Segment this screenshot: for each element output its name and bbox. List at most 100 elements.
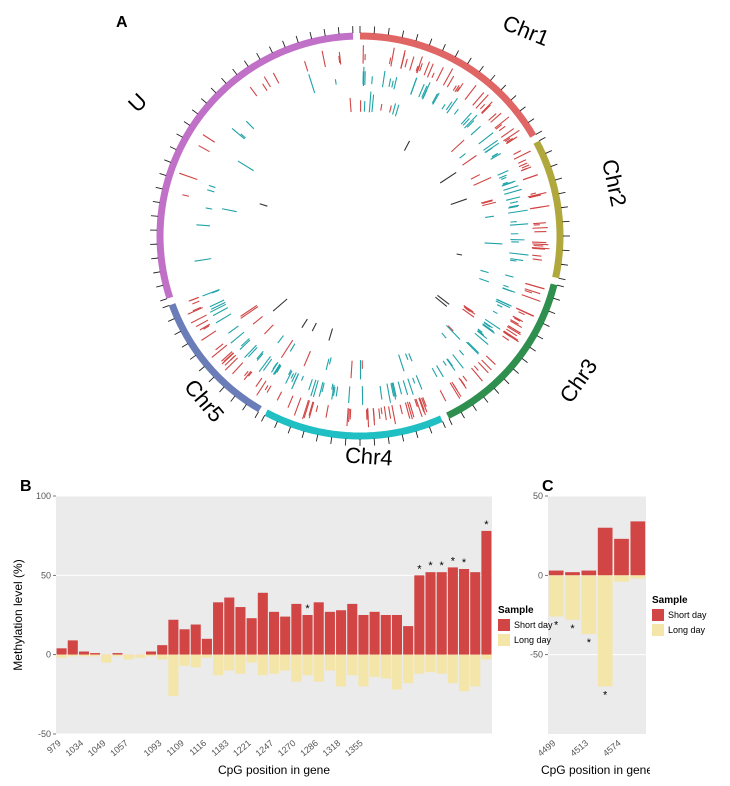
ideogram-tick — [545, 151, 551, 154]
ytick-label: 0 — [46, 650, 51, 660]
track-tick — [510, 202, 518, 204]
track-tick — [495, 117, 509, 128]
ideogram-tick — [501, 85, 506, 90]
bar-short-day — [213, 602, 223, 654]
track-tick — [394, 77, 397, 89]
ideogram-tick — [490, 75, 494, 80]
ideogram-tick — [449, 418, 452, 424]
ideogram-tick — [559, 192, 566, 193]
track-tick — [473, 92, 484, 105]
ideogram-tick — [551, 164, 558, 166]
track-tick — [462, 156, 476, 166]
track-tick — [351, 361, 352, 379]
bar-long-day — [101, 655, 111, 663]
ideogram-tick — [530, 347, 536, 351]
xtick-label: 1355 — [343, 738, 365, 759]
chromosome-label: Chr4 — [344, 442, 393, 471]
track-tick — [202, 289, 219, 296]
ideogram-tick — [310, 32, 312, 39]
ideogram-tick — [522, 358, 528, 362]
legend-swatch — [498, 634, 510, 646]
legend-item: Short day — [498, 619, 568, 631]
track-tick — [382, 71, 384, 87]
y-axis-label: Methylation level (%) — [11, 559, 25, 670]
bar-long-day — [470, 655, 480, 687]
track-tick — [384, 406, 386, 420]
bar-short-day — [57, 648, 67, 654]
track-tick — [482, 360, 492, 370]
track-tick — [503, 186, 518, 191]
track-tick — [389, 406, 391, 418]
bar-short-day — [403, 626, 413, 655]
track-tick — [501, 177, 506, 179]
bar-short-day — [549, 571, 564, 576]
track-tick — [463, 376, 467, 381]
track-tick — [432, 73, 434, 78]
track-tick — [329, 329, 333, 341]
ideogram-tick — [316, 435, 317, 442]
track-tick — [514, 151, 521, 155]
track-tick — [451, 199, 467, 205]
ideogram-tick — [331, 437, 332, 444]
track-tick — [479, 133, 493, 144]
ideogram-tick — [296, 36, 298, 43]
ideogram-tick — [222, 78, 227, 83]
ideogram-tick — [324, 29, 325, 36]
ytick-label: 0 — [538, 570, 543, 580]
track-tick — [530, 206, 550, 209]
track-tick — [471, 368, 482, 381]
significance-star: * — [570, 623, 575, 635]
bar-long-day — [303, 655, 313, 676]
track-tick — [309, 402, 314, 418]
ideogram-tick — [184, 122, 190, 126]
track-tick — [502, 288, 512, 291]
ideogram-tick — [275, 421, 278, 427]
track-tick — [264, 325, 273, 334]
bar-long-day — [325, 655, 335, 671]
track-tick — [329, 357, 331, 364]
track-tick — [447, 359, 452, 366]
track-tick — [332, 384, 333, 390]
track-tick — [442, 104, 445, 109]
bar-long-day — [180, 655, 190, 666]
track-tick — [533, 259, 542, 260]
track-tick — [523, 175, 538, 180]
track-tick — [480, 104, 485, 109]
track-tick — [273, 299, 287, 311]
bar-short-day — [314, 602, 324, 654]
track-tick — [326, 405, 328, 417]
ideogram-tick — [555, 178, 562, 180]
ytick-label: 50 — [41, 570, 51, 580]
xtick-label: 1183 — [209, 738, 230, 758]
ideogram-tick — [269, 47, 272, 53]
track-tick — [433, 93, 439, 105]
track-tick — [398, 382, 401, 395]
bar-short-day — [157, 645, 167, 655]
ideogram-tick — [156, 187, 163, 189]
legend-label: Long day — [514, 635, 551, 645]
track-tick — [457, 254, 462, 255]
track-tick — [241, 305, 257, 316]
ideogram-tick — [163, 305, 170, 307]
xtick-label: 979 — [45, 738, 63, 755]
track-tick — [485, 243, 503, 244]
track-tick — [245, 345, 257, 358]
track-tick — [471, 126, 481, 135]
ideogram-tick — [388, 28, 389, 35]
ideogram-tick — [151, 216, 158, 217]
track-tick — [465, 85, 476, 99]
track-tick — [531, 193, 536, 194]
ideogram-tick — [416, 34, 418, 41]
track-tick — [408, 379, 413, 395]
track-tick — [263, 84, 267, 91]
xtick-label: 1116 — [187, 738, 208, 758]
ideogram-tick — [338, 27, 339, 34]
track-tick — [196, 225, 210, 226]
track-tick — [509, 253, 528, 255]
bar-long-day — [403, 655, 413, 684]
track-tick — [349, 409, 350, 422]
bar-long-day — [157, 655, 167, 660]
track-tick — [518, 160, 526, 164]
ideogram-tick — [283, 41, 286, 48]
xtick-label: 1221 — [231, 738, 253, 759]
